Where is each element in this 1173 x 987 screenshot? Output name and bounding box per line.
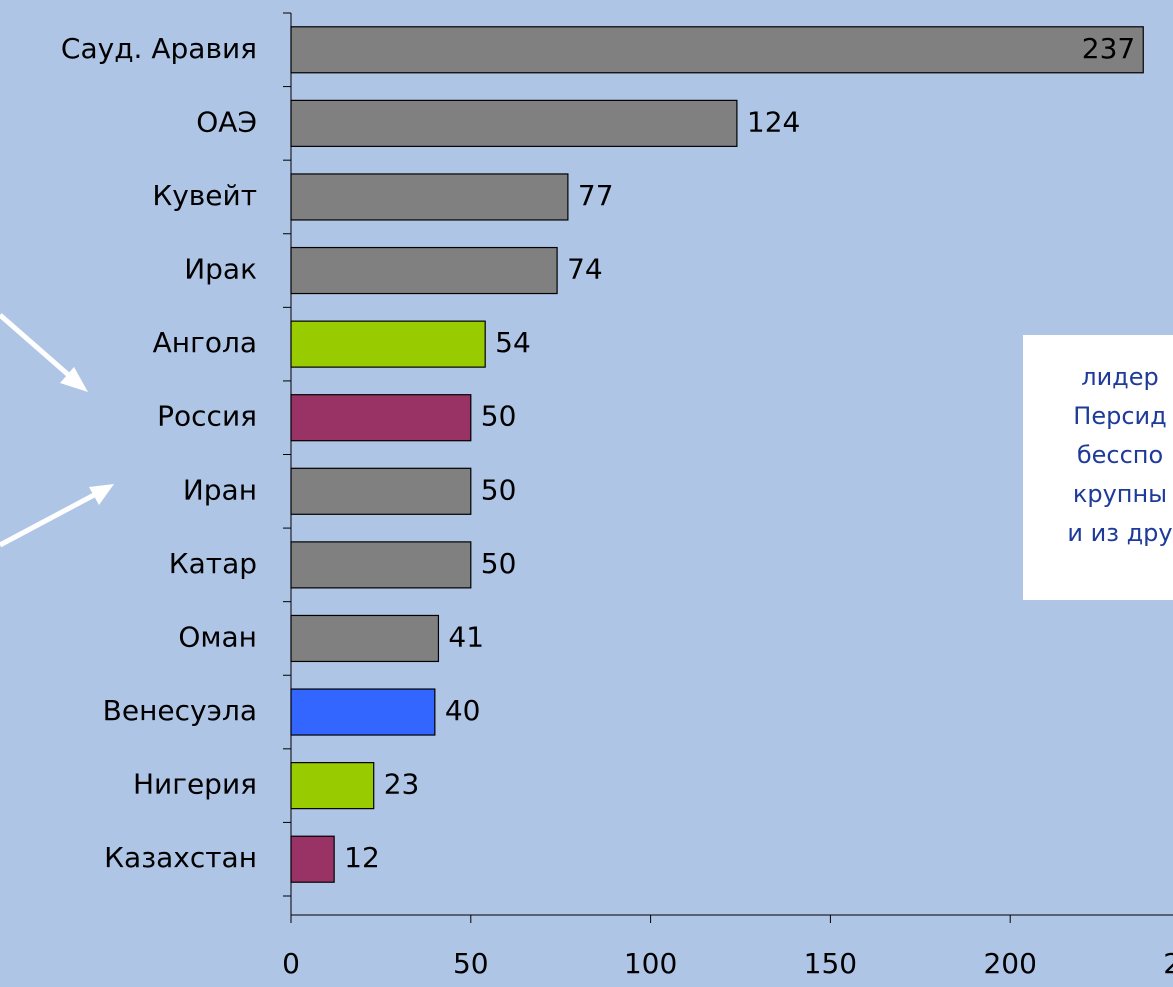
- annotation-box: [1023, 335, 1173, 600]
- y-tick-label: Казахстан: [104, 841, 257, 874]
- y-tick-label: Ирак: [184, 253, 257, 286]
- value-label: 50: [481, 547, 517, 580]
- y-tick-label: Кувейт: [152, 179, 257, 212]
- x-tick-label: 250: [1163, 947, 1173, 980]
- annotation-line: лидер: [1081, 363, 1159, 391]
- bar: [290, 835, 335, 883]
- value-label: 77: [578, 179, 614, 212]
- bar: [290, 99, 738, 147]
- annotation-line: бесспо: [1077, 441, 1163, 469]
- bar: [290, 688, 436, 736]
- annotation-line: крупны: [1073, 480, 1167, 508]
- bar: [290, 394, 472, 442]
- bar: [290, 320, 486, 368]
- value-label: 237: [1082, 32, 1135, 65]
- value-label: 41: [448, 620, 484, 653]
- bar: [290, 173, 569, 221]
- value-label: 54: [495, 326, 531, 359]
- y-tick-label: Нигерия: [133, 768, 257, 801]
- x-tick-label: 0: [282, 947, 300, 980]
- y-tick-label: ОАЭ: [196, 105, 257, 138]
- y-tick-label: Оман: [178, 620, 257, 653]
- value-label: 74: [567, 253, 603, 286]
- value-label: 12: [344, 841, 380, 874]
- value-label: 124: [747, 105, 800, 138]
- x-tick-label: 200: [983, 947, 1036, 980]
- bar: [290, 762, 375, 810]
- bar: [290, 246, 558, 295]
- value-label: 50: [481, 400, 517, 433]
- value-label: 50: [481, 473, 517, 506]
- annotation-line: и из дру: [1067, 519, 1172, 547]
- value-label: 23: [384, 768, 420, 801]
- value-label: 40: [445, 694, 481, 727]
- arrows: [0, 313, 114, 548]
- bar: [290, 467, 472, 515]
- x-tick-label: 150: [804, 947, 857, 980]
- x-tick-label: 50: [453, 947, 489, 980]
- y-tick-label: Россия: [157, 400, 257, 433]
- bar: [290, 614, 440, 663]
- y-tick-label: Катар: [169, 547, 257, 580]
- y-tick-label: Ангола: [153, 326, 257, 359]
- bar: [290, 541, 472, 589]
- annotation-line: Персид: [1073, 402, 1166, 430]
- y-tick-label: Иран: [183, 473, 257, 506]
- y-tick-label: Сауд. Аравия: [61, 32, 257, 65]
- y-tick-label: Венесуэла: [103, 694, 257, 727]
- bar: [290, 26, 1144, 74]
- x-tick-label: 100: [624, 947, 677, 980]
